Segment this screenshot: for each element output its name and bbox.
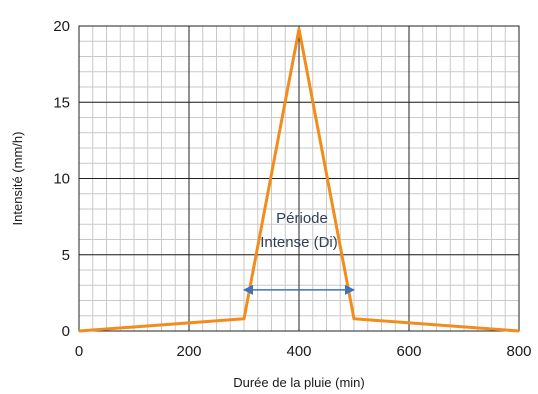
y-tick-label: 20 (53, 18, 70, 35)
x-axis-title: Durée de la pluie (min) (233, 375, 365, 390)
x-tick-label: 0 (75, 343, 83, 360)
plot-frame (78, 25, 520, 332)
x-tick-labels: 0 200 400 600 800 (75, 343, 532, 360)
y-tick-label: 15 (53, 94, 70, 111)
y-tick-label: 10 (53, 171, 70, 188)
y-axis-title: Intensité (mm/h) (10, 132, 25, 226)
y-tick-label: 0 (62, 323, 70, 340)
y-tick-labels: 0 5 10 15 20 (53, 18, 70, 340)
plot-border (78, 25, 520, 332)
annotation-group: Période Intense (Di) (243, 210, 355, 295)
series-group (78, 27, 520, 333)
x-tick-label: 600 (396, 343, 421, 360)
annotation-line-1: Période (276, 210, 328, 227)
y-tick-label: 5 (62, 247, 70, 264)
annotation-line-2: Intense (Di) (260, 234, 338, 251)
x-tick-label: 400 (286, 343, 311, 360)
x-tick-label: 800 (506, 343, 531, 360)
x-tick-label: 200 (176, 343, 201, 360)
